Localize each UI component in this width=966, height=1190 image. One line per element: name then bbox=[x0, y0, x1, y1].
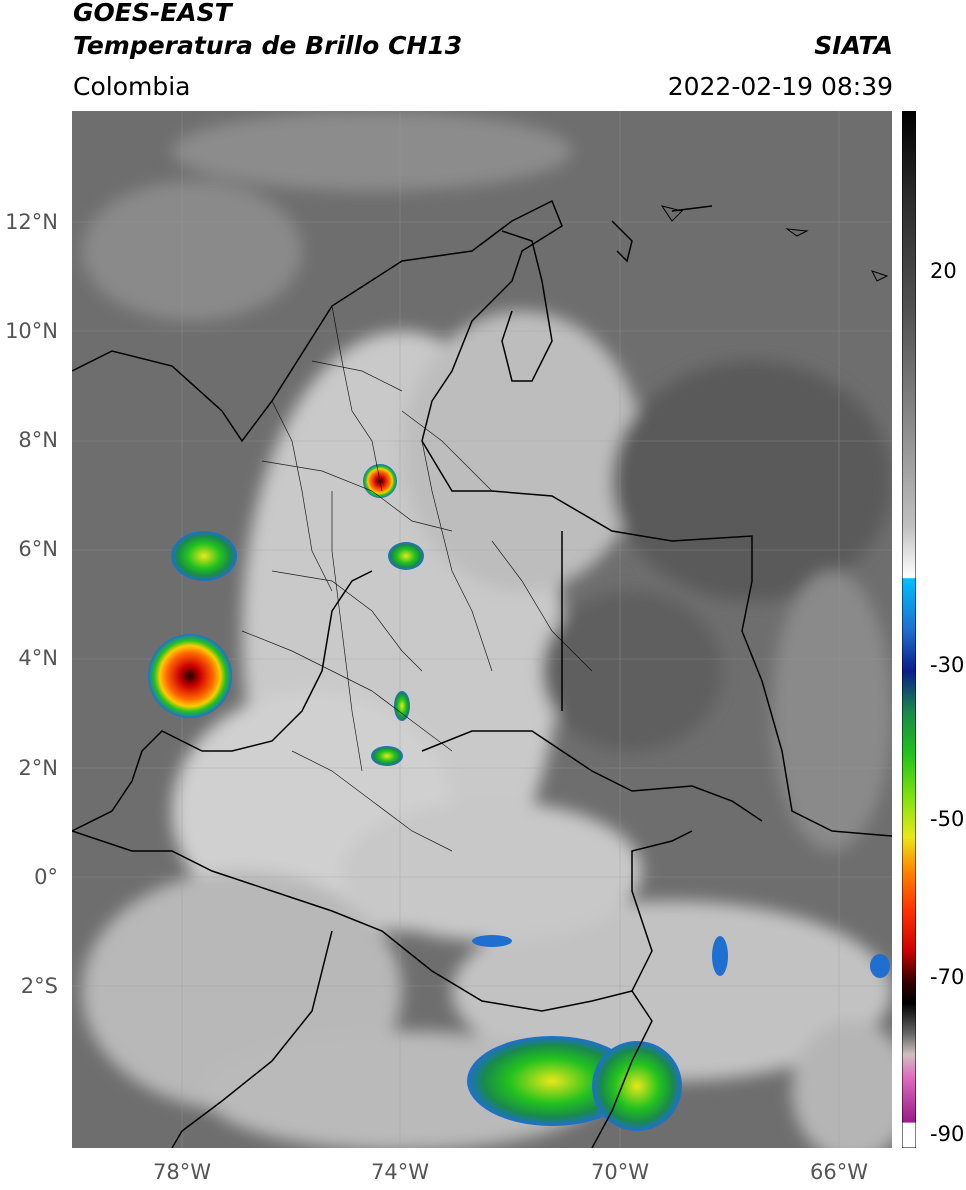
country-borders bbox=[72, 199, 892, 1148]
lon-tick: 70°W bbox=[591, 1160, 649, 1184]
lon-tick: 78°W bbox=[153, 1160, 211, 1184]
storm-cell-magdalena bbox=[388, 542, 424, 570]
colorbar-label: -70 bbox=[930, 965, 965, 989]
product-title: Temperatura de Brillo CH13 bbox=[73, 31, 463, 60]
lat-tick: 2°S bbox=[20, 974, 58, 998]
lon-tick: 66°W bbox=[810, 1160, 868, 1184]
source-label: SIATA bbox=[814, 31, 893, 60]
satellite-map[interactable] bbox=[72, 111, 892, 1148]
lat-tick: 0° bbox=[34, 865, 58, 889]
datetime-label: 2022-02-19 08:39 bbox=[667, 72, 893, 101]
lat-tick: 4°N bbox=[18, 646, 58, 670]
lat-tick: 12°N bbox=[5, 210, 58, 234]
lat-tick: 10°N bbox=[5, 319, 58, 343]
lat-tick: 8°N bbox=[18, 428, 58, 452]
temperature-colorbar bbox=[902, 111, 916, 1148]
storm-cell-small-1 bbox=[712, 936, 728, 976]
lat-tick: 2°N bbox=[18, 756, 58, 780]
lon-tick: 74°W bbox=[371, 1160, 429, 1184]
colorbar-label: 20 bbox=[930, 259, 957, 283]
cloud-fields bbox=[82, 111, 892, 1148]
storm-cell-amazon-west bbox=[467, 1036, 637, 1126]
colorbar-label: -90 bbox=[930, 1122, 965, 1146]
storm-cell-huila bbox=[394, 691, 410, 721]
satellite-title: GOES-EAST bbox=[73, 0, 232, 27]
region-label: Colombia bbox=[73, 72, 191, 101]
storm-cell-caqueta bbox=[371, 746, 403, 766]
convective-cells bbox=[148, 464, 890, 1131]
caribbean-islands bbox=[660, 205, 889, 282]
storm-cell-small-2 bbox=[870, 954, 890, 978]
storm-cell-pacific bbox=[148, 634, 232, 718]
storm-cell-north bbox=[171, 531, 237, 581]
lat-tick: 6°N bbox=[18, 537, 58, 561]
department-borders bbox=[241, 305, 593, 852]
storm-cell-small-3 bbox=[472, 935, 512, 947]
storm-cell-amazon-east bbox=[592, 1041, 682, 1131]
colorbar-label: -30 bbox=[930, 653, 965, 677]
colorbar-label: -50 bbox=[930, 807, 965, 831]
